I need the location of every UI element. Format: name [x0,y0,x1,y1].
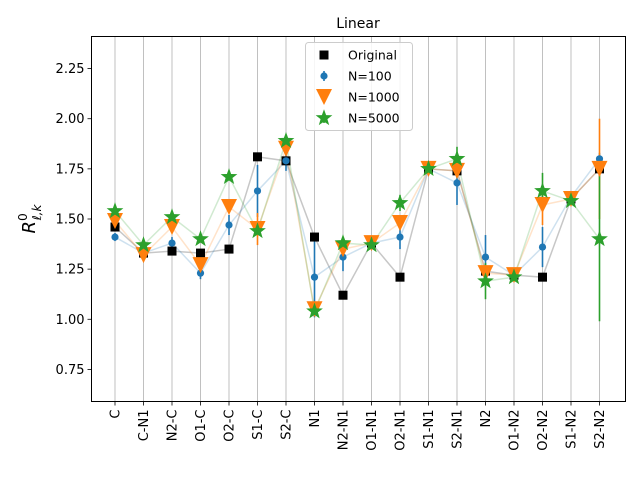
star-marker [562,192,580,209]
x-tick-label: O2-C [223,410,238,442]
y-axis-label-sup: 0 [16,213,30,221]
square-marker [310,232,319,242]
x-tick-label: C-N1 [137,410,152,442]
circle-marker [310,273,319,281]
circle-marker [282,157,290,165]
x-tick-label: O1-C [194,410,209,442]
star-marker [220,168,238,184]
triangle-marker [221,198,237,215]
star-marker [420,160,437,176]
legend: Original N=100 N=1000 N=5000 [305,42,413,131]
y-axis-label-base: R [19,221,40,234]
y-tick-label: 0.75 [56,363,85,378]
x-tick-label: N2 [479,410,494,428]
star-marker [448,150,466,166]
data-markers [106,131,608,319]
legend-label: N=100 [348,69,392,84]
x-tick-label: S2-C [280,410,295,440]
star-marker [306,302,323,319]
square-marker [167,246,177,256]
legend-label: N=1000 [348,90,400,105]
star-marker [106,202,124,219]
x-tick-label: O1-N2 [508,410,523,451]
triangle-marker [534,196,551,213]
star-marker [163,208,181,225]
x-tick-label: O2-N1 [394,410,409,451]
circle-marker [111,233,119,241]
square-marker [224,244,234,254]
triangle-marker [392,215,408,232]
square-marker [538,272,547,282]
legend-box [305,42,413,131]
y-tick-label: 1.00 [56,313,85,328]
y-tick-label: 1.25 [56,263,85,278]
x-axis: C C-N1 N2-C O1-C O2-C S1-C S2-C N1 N2-N1 O1-N1 O2-… [109,401,608,451]
error-bars [114,118,601,322]
x-tick-label: S1-N2 [565,410,580,449]
star-marker [363,236,380,253]
x-tick-label: O1-N1 [365,410,380,451]
chart-title: Linear [336,16,380,32]
circle-marker [453,179,461,187]
legend-label: Original [348,48,397,63]
x-tick-label: S1-N1 [422,410,437,449]
star-marker [391,194,409,211]
x-tick-label: S2-N2 [593,410,608,449]
star-marker [315,109,333,126]
y-axis: 0.75 1.00 1.25 1.50 1.75 2.00 2.25 [56,62,92,378]
x-tick-label: S2-N1 [451,410,466,449]
circle-marker [253,187,262,195]
circle-marker [481,253,490,261]
star-marker [277,131,295,148]
star-marker [534,182,551,199]
square-marker [253,152,262,162]
circle-marker [196,269,205,277]
y-axis-label: R0ℓ,k [16,204,44,234]
legend-label: N=5000 [348,111,400,126]
star-marker [591,230,608,247]
triangle-marker [591,160,608,177]
triangle-marker [449,162,465,179]
x-tick-label: S1-C [251,410,266,440]
circle-marker [595,155,604,163]
series-lines [114,140,601,314]
y-tick-label: 2.25 [56,62,85,77]
y-tick-label: 1.75 [56,162,85,177]
circle-marker [225,221,233,229]
triangle-marker [316,89,332,105]
square-marker [319,50,329,60]
triangle-marker [335,241,351,258]
triangle-marker [192,257,209,274]
star-marker [135,236,152,253]
y-tick-label: 2.00 [56,112,85,127]
circle-marker [320,72,328,80]
square-marker [338,290,348,300]
star-marker [334,234,352,251]
square-marker [196,248,205,258]
x-tick-label: O2-N2 [536,410,551,451]
series-line [114,155,601,297]
x-tick-label: N1 [308,410,323,428]
circle-marker [339,253,347,261]
y-tick-label: 1.50 [56,213,85,228]
y-axis-label-sub: ℓ,k [30,204,44,222]
circle-marker [396,233,404,241]
square-marker [395,272,405,282]
star-marker [477,272,494,289]
x-tick-label: N2-N1 [337,410,352,451]
x-tick-label: C [109,410,124,419]
star-marker [192,230,209,247]
circle-marker [538,243,547,251]
star-marker [249,222,266,239]
series-line [114,158,601,279]
star-marker [505,268,523,285]
x-tick-label: N2-C [166,410,181,442]
triangle-marker [135,247,152,264]
circle-marker [168,239,176,247]
series-line [114,140,601,314]
